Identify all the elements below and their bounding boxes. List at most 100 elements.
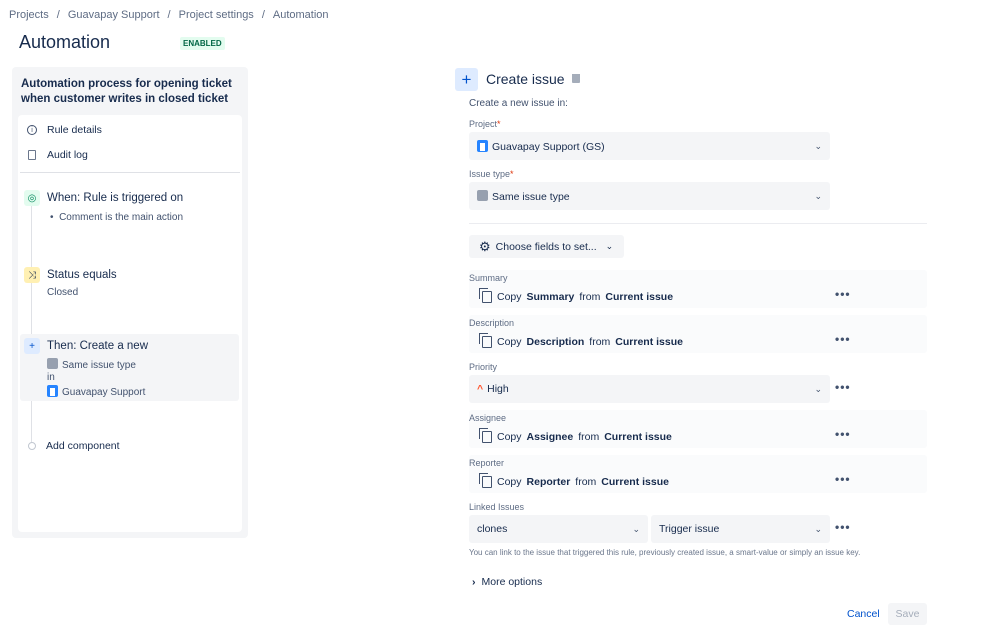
copy-source: Current issue (601, 476, 669, 488)
trigger-label: When: Rule is triggered on (47, 192, 184, 204)
action-label: Then: Create a new (47, 340, 149, 352)
required-mark: * (510, 169, 514, 179)
choose-fields-button[interactable]: ⚙ Choose fields to set... ⌄ (469, 235, 624, 258)
chevron-down-icon: ⌄ (814, 383, 822, 394)
issue-type-value-text: Same issue type (492, 190, 570, 203)
link-target-value: Trigger issue (659, 523, 720, 535)
more-icon[interactable]: ••• (835, 520, 851, 534)
plus-icon: + (455, 68, 478, 91)
action-in: in (47, 372, 55, 383)
audit-log-link[interactable]: Audit log (28, 149, 88, 161)
chevron-down-icon: ⌄ (814, 190, 822, 201)
project-icon (47, 385, 58, 397)
issue-type-label: Issue type* (469, 169, 514, 179)
summary-field[interactable]: Summary Copy Summary from Current issue ••• (469, 270, 927, 308)
required-mark: * (497, 119, 501, 129)
more-icon[interactable]: ••• (835, 472, 851, 486)
field-value: Copy Reporter from Current issue (479, 473, 669, 488)
more-options-toggle[interactable]: › More options (472, 576, 542, 588)
assignee-field[interactable]: Assignee Copy Assignee from Current issue ••• (469, 410, 927, 448)
action-issue-type-text: Same issue type (62, 360, 136, 371)
priority-label: Priority (469, 362, 498, 372)
shuffle-icon: ⤨ (24, 267, 40, 283)
field-label: Summary (469, 273, 508, 283)
add-component-label: Add component (46, 440, 120, 452)
more-options-label: More options (481, 576, 543, 588)
copy-field: Description (526, 336, 585, 348)
priority-select[interactable]: ^ High ⌄ (469, 375, 830, 403)
trash-icon[interactable] (572, 74, 580, 83)
comment-icon: ◎ (24, 190, 40, 206)
rule-card (18, 115, 242, 532)
breadcrumb-projects[interactable]: Projects (9, 9, 49, 21)
action-issue-type: Same issue type (47, 358, 136, 371)
issue-type-label-text: Issue type (469, 169, 511, 179)
field-value: Copy Description from Current issue (479, 333, 683, 348)
project-value-text: Guavapay Support (GS) (492, 140, 605, 153)
audit-log-label: Audit log (47, 149, 88, 161)
flow-line (31, 205, 32, 443)
field-label: Assignee (469, 413, 507, 423)
copy-icon (479, 288, 492, 303)
copy-prefix: Copy (497, 291, 522, 303)
breadcrumb-settings[interactable]: Project settings (178, 9, 254, 21)
issue-type-select[interactable]: Same issue type ⌄ (469, 182, 830, 210)
link-target-select[interactable]: Trigger issue ⌄ (651, 515, 830, 543)
link-type-select[interactable]: clones ⌄ (469, 515, 648, 543)
gear-icon: ⚙ (479, 238, 491, 254)
copy-source: Current issue (605, 291, 674, 303)
copy-prefix: Copy (497, 336, 522, 348)
linked-issues-label: Linked Issues (469, 502, 525, 512)
action-project: Guavapay Support (47, 385, 145, 398)
panel-title: Create issue (486, 71, 565, 87)
rule-title: Automation process for opening ticket wh… (21, 78, 232, 105)
breadcrumb-automation[interactable]: Automation (272, 9, 329, 21)
breadcrumb-project[interactable]: Guavapay Support (67, 9, 160, 21)
project-icon (477, 139, 488, 152)
more-icon[interactable]: ••• (835, 380, 851, 394)
more-icon[interactable]: ••• (835, 332, 851, 346)
copy-source: Current issue (604, 431, 672, 443)
chevron-down-icon: ⌄ (632, 523, 640, 534)
rule-details-link[interactable]: i Rule details (27, 124, 102, 136)
copy-icon (479, 428, 492, 443)
priority-value-text: High (487, 383, 509, 395)
condition-detail: Closed (47, 287, 79, 298)
circle-icon (28, 442, 36, 450)
rule-details-label: Rule details (47, 124, 102, 136)
add-component-button[interactable]: Add component (28, 440, 120, 452)
document-icon (28, 150, 36, 160)
field-value: Copy Assignee from Current issue (479, 428, 672, 443)
project-value: Guavapay Support (GS) (477, 139, 605, 153)
condition-label: Status equals (47, 269, 117, 281)
chevron-down-icon: ⌄ (814, 523, 822, 534)
issue-type-icon (47, 358, 58, 369)
copy-prefix: Copy (497, 431, 522, 443)
action-header: + Then: Create a new (24, 338, 148, 354)
condition-step[interactable]: ⤨ Status equals (24, 267, 117, 283)
save-button[interactable]: Save (888, 603, 927, 625)
reporter-field[interactable]: Reporter Copy Reporter from Current issue ••• (469, 455, 927, 493)
trigger-step[interactable]: ◎ When: Rule is triggered on (24, 190, 183, 206)
cancel-button[interactable]: Cancel (847, 608, 880, 620)
linked-help-text: You can link to the issue that triggered… (469, 548, 861, 557)
field-label: Description (469, 318, 515, 328)
copy-mid: from (579, 291, 601, 303)
more-icon[interactable]: ••• (835, 427, 851, 441)
field-value: Copy Summary from Current issue (479, 288, 674, 303)
choose-fields-label: Choose fields to set... (495, 240, 597, 253)
copy-source: Current issue (615, 336, 683, 348)
issue-type-icon (477, 189, 488, 201)
page-title: Automation (19, 32, 111, 52)
priority-value: ^ High (477, 383, 509, 395)
description-field[interactable]: Description Copy Description from Current is… (469, 315, 927, 353)
project-label-text: Project (469, 119, 498, 129)
copy-mid: from (575, 476, 597, 488)
field-label: Reporter (469, 458, 505, 468)
chevron-down-icon: ⌄ (605, 241, 614, 251)
more-icon[interactable]: ••• (835, 287, 851, 301)
copy-field: Summary (526, 291, 575, 303)
plus-icon: + (24, 338, 40, 354)
chevron-down-icon: ⌄ (814, 140, 822, 151)
project-select[interactable]: Guavapay Support (GS) ⌄ (469, 132, 830, 160)
